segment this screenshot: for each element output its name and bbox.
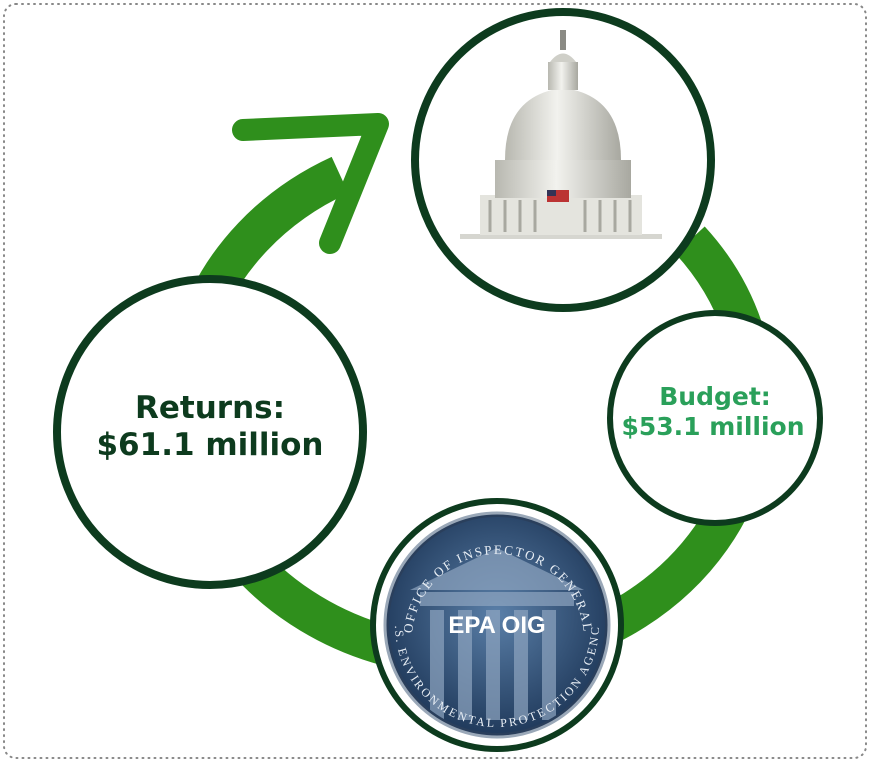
budget-label: Budget: — [659, 382, 771, 411]
seal-label: EPA OIG — [448, 612, 545, 639]
budget-value: $53.1 million — [621, 412, 804, 441]
diagram: Budget: $53.1 million Returns: $61.1 mil… — [0, 0, 871, 763]
returns-value: $61.1 million — [96, 427, 323, 463]
returns-label: Returns: — [135, 390, 285, 426]
returns-node: Returns: $61.1 million — [57, 279, 363, 585]
capitol-node — [415, 12, 711, 308]
budget-node: Budget: $53.1 million — [610, 313, 820, 523]
